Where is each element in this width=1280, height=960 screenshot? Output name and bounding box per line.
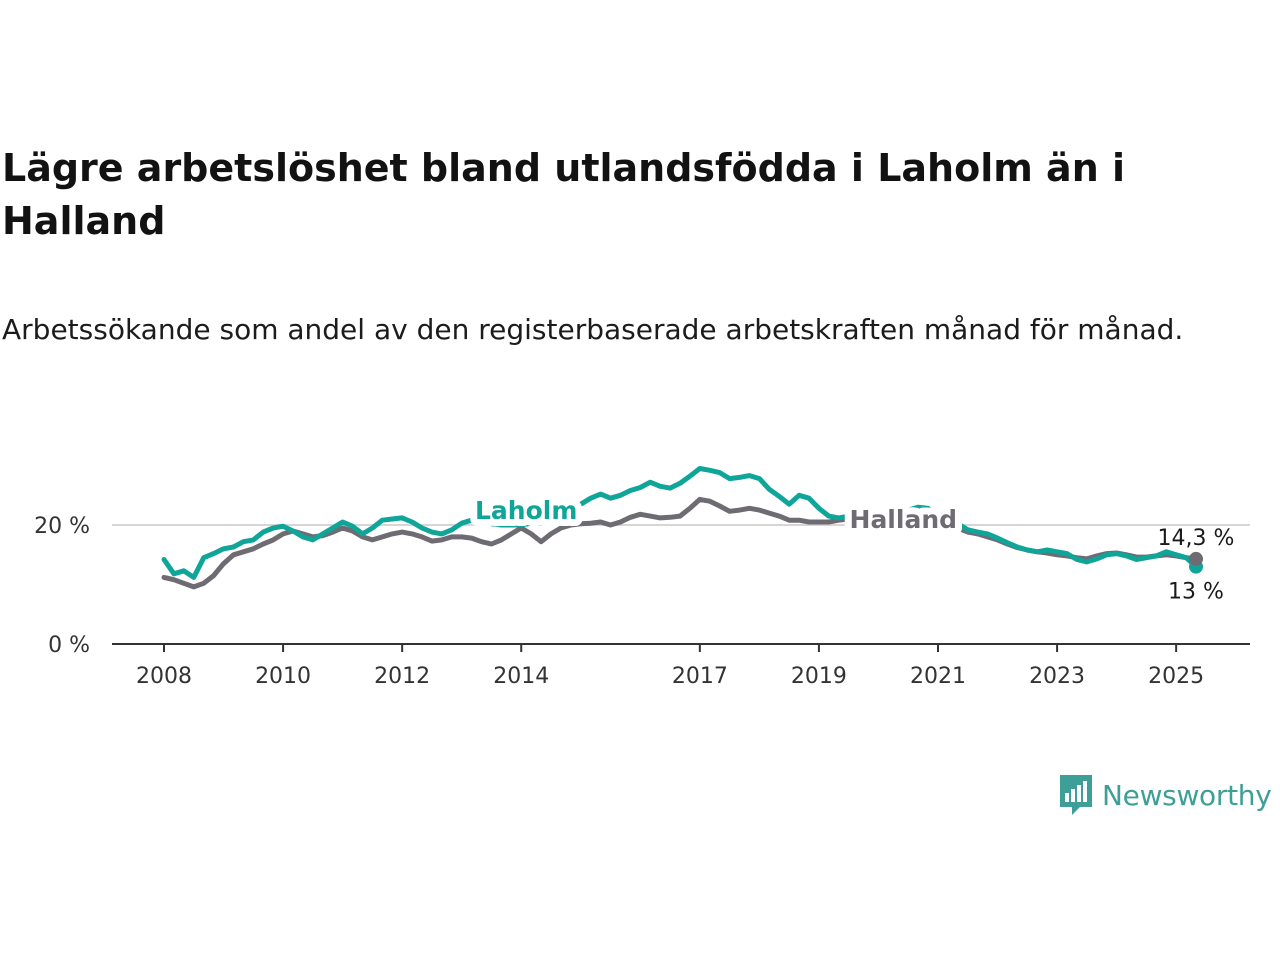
x-axis: 2008 2010 2012 2014 2017 2019 2021 2023 2025 [112, 643, 1250, 689]
series-label-halo: Laholm [475, 496, 577, 525]
x-tick-label: 2019 [791, 664, 847, 689]
x-tick-label: 2025 [1148, 664, 1204, 689]
x-tick-label: 2012 [374, 664, 430, 689]
series-line-halland [161, 496, 1199, 590]
brand-name: Newsworthy [1102, 778, 1272, 812]
y-axis-ticks: 0 % 20 % [34, 514, 90, 658]
newsworthy-brand[interactable]: Newsworthy [1058, 772, 1280, 818]
series-label-laholm: Laholm [475, 496, 577, 525]
x-tick-label: 2010 [255, 664, 311, 689]
series-lines [161, 466, 1199, 590]
end-point-halland [1189, 551, 1203, 566]
x-tick-label: 2021 [910, 664, 966, 689]
newsworthy-logo-icon [1060, 775, 1092, 815]
chart-title: Lägre arbetslöshet bland utlandsfödda i … [2, 146, 1126, 243]
end-label-halland: 14,3 % [1158, 526, 1235, 551]
series-line-laholm [161, 466, 1199, 580]
series-label-halland: Halland [850, 505, 958, 534]
x-tick-label: 2023 [1029, 664, 1085, 689]
y-tick-label: 20 % [34, 514, 90, 539]
x-tick-label: 2008 [136, 664, 192, 689]
x-tick-label: 2017 [672, 664, 728, 689]
y-tick-label: 0 % [48, 633, 90, 658]
line-chart: 0 % 20 % 2008 2010 2012 2014 2017 2019 2021 2023… [34, 466, 1250, 689]
series-label-halo: Halland [850, 505, 958, 534]
x-tick-label: 2014 [493, 664, 549, 689]
end-label-laholm: 13 % [1168, 580, 1224, 605]
end-markers: 13 % 14,3 % [1158, 526, 1235, 605]
chart-subtitle: Arbetssökande som andel av den registerb… [2, 313, 1184, 346]
